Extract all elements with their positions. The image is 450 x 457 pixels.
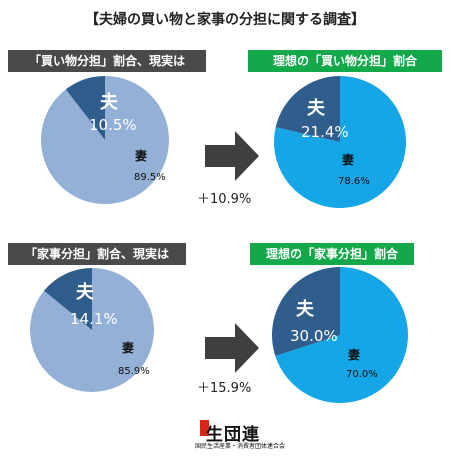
slice-wife-shopping-current bbox=[40, 76, 169, 204]
logo-subtitle: 国民生活産業・消費者団体連合会 bbox=[194, 443, 285, 450]
pct-husband-shopping-ideal: 21.4% bbox=[301, 123, 349, 141]
pct-wife-shopping-current: 89.5% bbox=[134, 172, 166, 183]
label-wife-housework-ideal: 妻 bbox=[348, 347, 360, 362]
pct-wife-housework-ideal: 70.0% bbox=[346, 369, 378, 380]
pie-shopping-ideal bbox=[274, 76, 406, 209]
arrow-housework-icon bbox=[205, 323, 259, 373]
pie-shopping-current bbox=[40, 76, 169, 204]
slice-husband-housework-ideal bbox=[272, 267, 340, 357]
label-wife-housework-current: 妻 bbox=[122, 340, 134, 355]
label-shopping-current: 「買い物分担」割合、現実は bbox=[8, 50, 206, 72]
label-husband-shopping-current: 夫 bbox=[100, 91, 119, 113]
label-shopping-ideal: 理想の「買い物分担」割合 bbox=[248, 50, 442, 72]
label-husband-housework-ideal: 夫 bbox=[296, 298, 315, 320]
slice-husband-housework-current bbox=[43, 268, 92, 330]
label-wife-shopping-ideal: 妻 bbox=[342, 152, 354, 167]
logo-name: 生団連 bbox=[206, 425, 260, 445]
slice-husband-shopping-current bbox=[65, 76, 105, 140]
chart-title: 【夫婦の買い物と家事の分担に関する調査】 bbox=[85, 12, 365, 28]
logo-red-mark bbox=[200, 420, 209, 436]
label-husband-housework-current: 夫 bbox=[76, 281, 95, 303]
label-housework-ideal: 理想の「家事分担」割合 bbox=[250, 243, 414, 265]
pie-housework-current bbox=[29, 268, 155, 392]
pct-wife-shopping-ideal: 78.6% bbox=[338, 176, 370, 187]
pie-housework-ideal bbox=[272, 267, 409, 403]
pct-husband-housework-ideal: 30.0% bbox=[290, 327, 338, 345]
label-wife-shopping-current: 妻 bbox=[135, 148, 147, 163]
pct-husband-shopping-current: 10.5% bbox=[89, 116, 137, 134]
arrow-shopping-icon bbox=[205, 131, 259, 181]
label-housework-current: 「家事分担」割合、現実は bbox=[8, 243, 186, 265]
seidanren-logo: 生団連 国民生活産業・消費者団体連合会 bbox=[180, 414, 300, 454]
slice-husband-shopping-ideal bbox=[275, 76, 340, 142]
delta-housework: ＋15.9% bbox=[197, 381, 252, 396]
delta-shopping: ＋10.9% bbox=[197, 192, 252, 207]
slice-wife-housework-ideal bbox=[275, 267, 409, 403]
pct-husband-housework-current: 14.1% bbox=[70, 310, 118, 328]
label-husband-shopping-ideal: 夫 bbox=[307, 97, 326, 119]
pct-wife-housework-current: 85.9% bbox=[118, 366, 150, 377]
